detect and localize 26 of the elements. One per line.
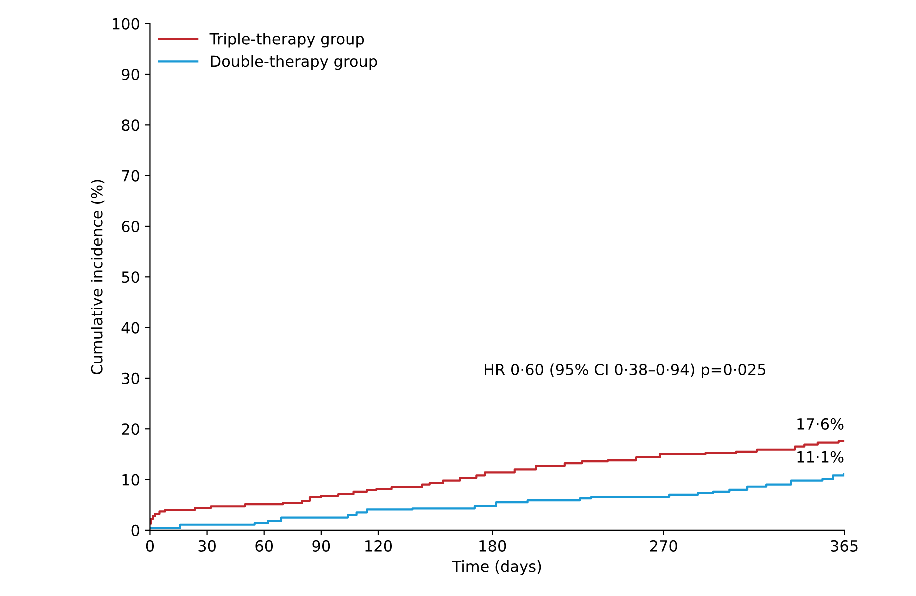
y-tick-label: 80 [122,120,140,132]
x-tick-label: 30 [198,540,216,552]
annotation: 11·1% [798,451,844,463]
y-tick-label: 20 [122,424,140,436]
y-tick-label: 10 [122,474,140,486]
y-tick-label: 70 [122,170,140,182]
x-tick-label: 365 [831,540,858,552]
x-tick-label: 0 [146,540,154,552]
x-tick-label: 120 [366,540,392,552]
y-tick-label: 60 [122,220,140,232]
y-tick-label: 50 [122,272,140,284]
y-axis-title: Cumulative incidence (%) [91,180,105,375]
y-tick-label: 0 [132,524,140,536]
y-tick-label: 40 [122,322,140,334]
x-tick-label: 180 [480,540,506,552]
x-tick-label: 270 [650,540,678,552]
y-tick-label: 100 [113,18,140,30]
annotation: 17·6% [798,418,844,430]
x-tick-label: 60 [256,540,274,552]
legend-label: Double-therapy group [211,55,378,70]
x-tick-label: 90 [312,540,330,552]
annotation: HR 0·60 (95% CI 0·38–0·94) p=0·025 [485,364,766,378]
y-tick-label: 30 [122,372,140,384]
x-axis-title: Time (days) [452,560,542,576]
legend-label: Triple-therapy group [210,33,364,48]
y-tick-label: 90 [122,68,140,81]
